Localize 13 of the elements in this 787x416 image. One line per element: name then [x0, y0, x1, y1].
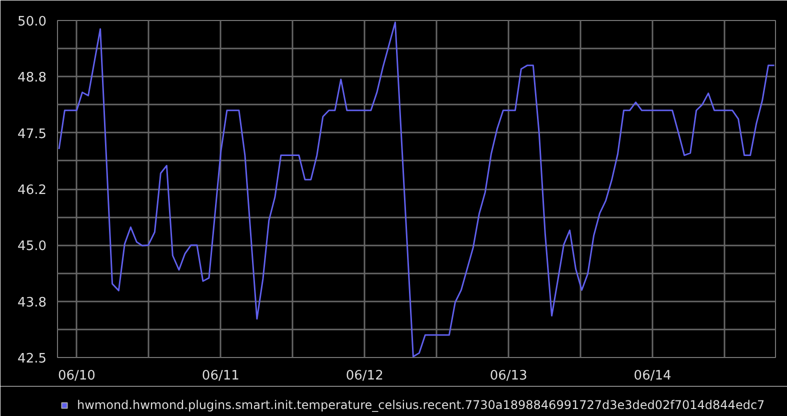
y-tick-label: 50.0 — [18, 14, 47, 30]
y-tick-label: 46.2 — [18, 183, 47, 198]
y-tick-label: 45.0 — [18, 239, 47, 254]
y-tick-label: 47.5 — [18, 126, 47, 142]
x-tick-label: 06/13 — [490, 368, 528, 384]
y-tick-label: 42.5 — [18, 352, 47, 366]
y-tick-label: 43.8 — [18, 295, 47, 310]
x-tick-label: 06/10 — [58, 368, 96, 384]
x-tick-label: 06/12 — [346, 368, 384, 384]
x-tick-label: 06/11 — [202, 368, 240, 384]
y-tick-label: 48.8 — [18, 70, 47, 86]
legend-label: hwmond.hwmond.plugins.smart.init.temperature_celsius.recent.7730a1898846991727d3e3ded02f7014d844edc7 — [77, 398, 765, 412]
x-tick-label: 06/14 — [634, 368, 672, 384]
